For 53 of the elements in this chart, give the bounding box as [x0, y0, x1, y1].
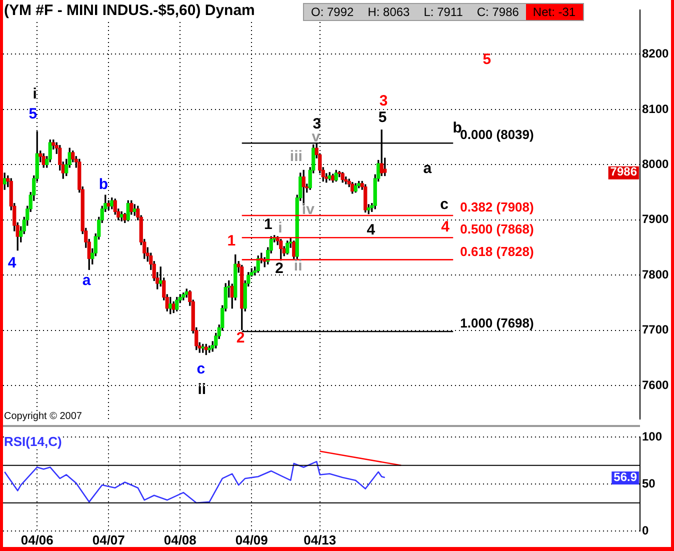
annotation: iv: [302, 200, 316, 218]
annotation: b: [452, 120, 462, 137]
annotation: 4: [366, 221, 376, 238]
chart-title: RSI(14,C): [4, 434, 62, 449]
annotation: H: 8063: [366, 4, 411, 20]
y-tick-label: 8100: [642, 102, 670, 116]
y-tick-label: 0: [642, 523, 649, 538]
annotation: Copyright © 2007: [4, 411, 82, 422]
chart-title: (YM #F - MINI INDUS.-$5,60) Dynam: [4, 2, 255, 19]
y-tick-label: 7900: [642, 212, 670, 226]
annotation: a: [423, 160, 432, 178]
x-tick-label: 04/08: [164, 532, 196, 548]
annotation: O: 7992: [310, 4, 355, 20]
annotation: 0.000 (8039): [460, 127, 534, 142]
annotation: ii: [198, 381, 206, 398]
annotation: 5: [482, 51, 492, 68]
annotation: i: [278, 220, 282, 237]
annotation: 0.500 (7868): [460, 222, 534, 237]
y-tick-label: 8000: [642, 156, 670, 171]
x-tick-label: 04/13: [304, 532, 336, 548]
y-tick-label: 50: [642, 476, 656, 490]
y-tick-label: 100: [642, 430, 662, 444]
annotation: 2: [275, 260, 284, 278]
annotation: 4: [441, 218, 450, 236]
y-tick-label: 7800: [642, 267, 670, 282]
y-tick-label: 8200: [642, 46, 670, 61]
annotation: a: [82, 272, 92, 290]
annotation: L: 7911: [422, 4, 464, 20]
y-tick-label: 7700: [642, 322, 670, 337]
annotation: C: 7986: [476, 4, 520, 20]
annotation: c: [440, 196, 449, 213]
annotation: 5: [378, 109, 387, 126]
annotation: b: [98, 176, 108, 194]
annotation: ii: [294, 257, 302, 274]
annotation: i: [32, 85, 37, 102]
x-tick-label: 04/06: [20, 532, 54, 548]
x-tick-label: 04/07: [92, 532, 125, 548]
annotation: iii: [290, 148, 302, 165]
annotation: 0.382 (7908): [460, 200, 534, 215]
annotation: 5: [28, 105, 38, 122]
annotation: 1.000 (7698): [460, 316, 534, 331]
annotation: 3: [379, 92, 388, 110]
annotation: 1: [264, 216, 272, 233]
annotation: 7986: [610, 164, 638, 179]
annotation: 1: [227, 232, 236, 250]
x-tick-label: 04/09: [235, 532, 268, 548]
annotation: 56.9: [614, 470, 638, 484]
annotation: 0.618 (7828): [460, 244, 534, 259]
y-tick-label: 7600: [642, 378, 670, 392]
annotation: c: [196, 360, 206, 378]
annotation: Net: -31: [526, 4, 583, 20]
annotation: 2: [236, 330, 245, 347]
annotation: 4: [8, 254, 17, 272]
